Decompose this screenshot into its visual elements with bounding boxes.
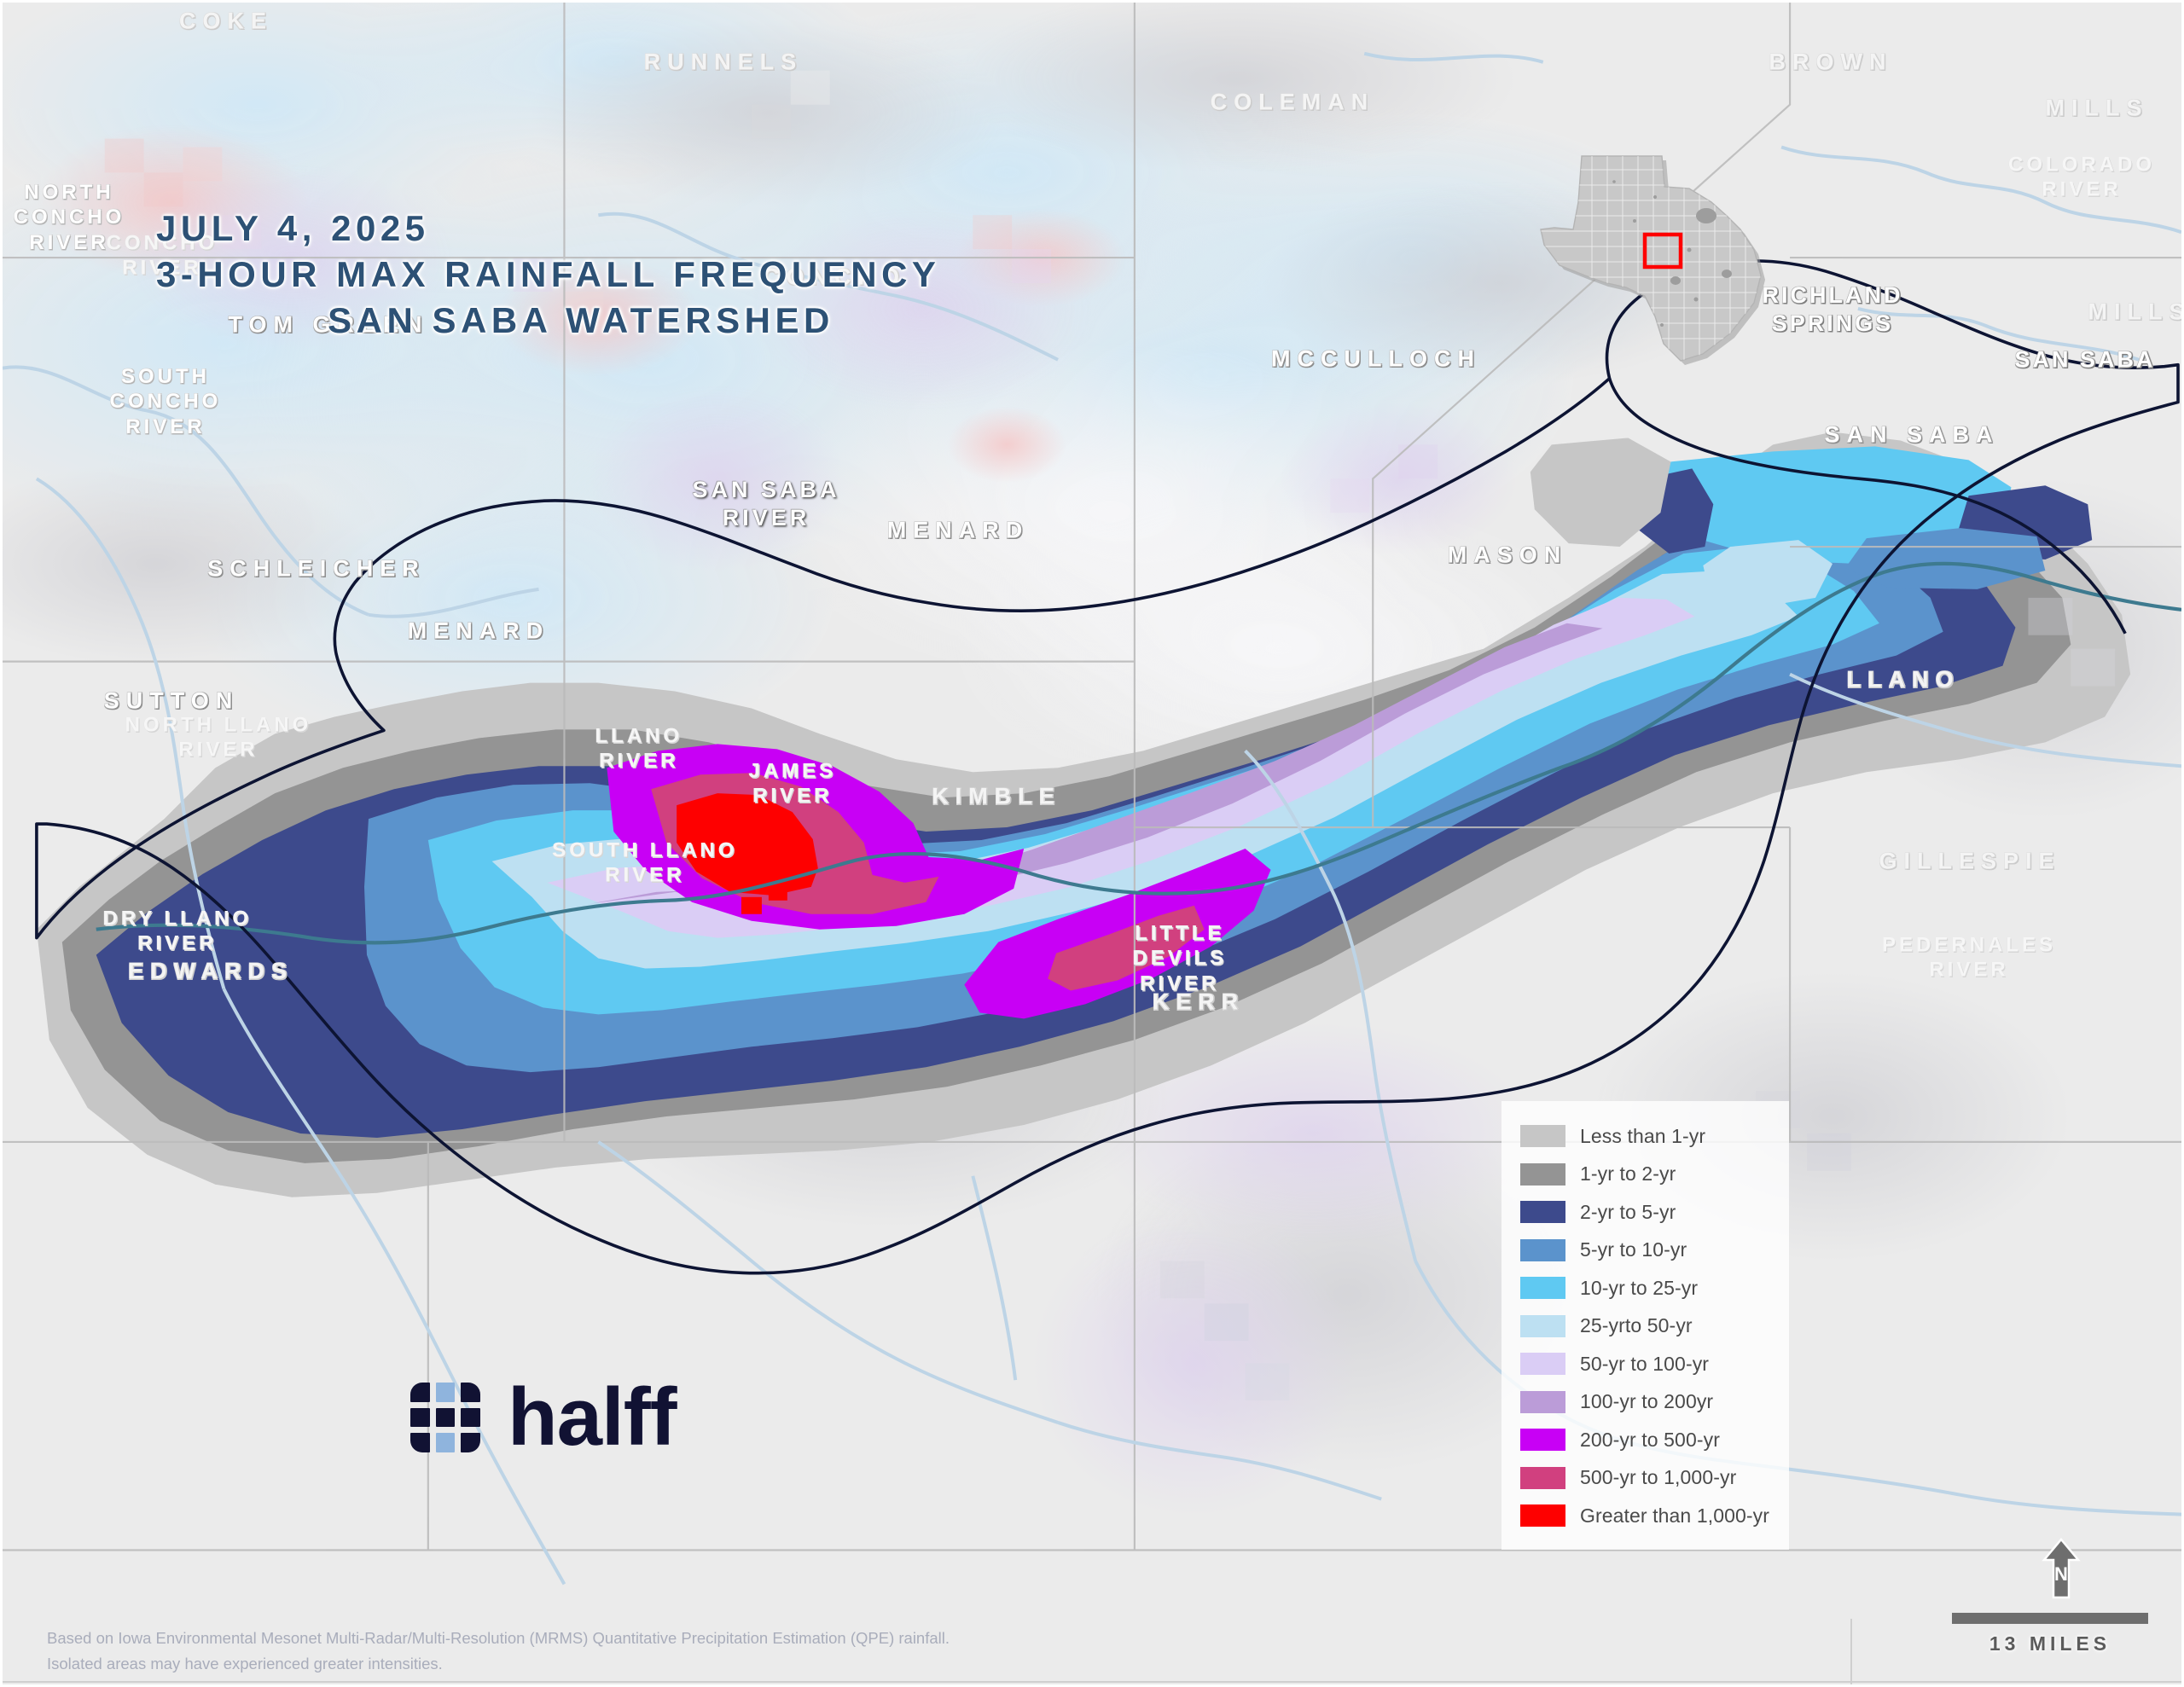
- logo-cell-6: [461, 1407, 480, 1428]
- legend-row[interactable]: 200-yr to 500-yr: [1520, 1421, 1775, 1459]
- study-area-highlight-box: [1642, 232, 1683, 270]
- legend-swatch: [1520, 1390, 1565, 1413]
- legend-label: 50-yr to 100-yr: [1580, 1352, 1710, 1375]
- logo-cell-8: [435, 1433, 456, 1452]
- legend-rows: Less than 1-yr 1-yr to 2-yr 2-yr to 5-yr 5-…: [1520, 1117, 1775, 1535]
- legend-label: 2-yr to 5-yr: [1580, 1200, 1676, 1223]
- legend-row[interactable]: 100-yr to 200yr: [1520, 1383, 1775, 1422]
- texas-inset-svg: [1540, 155, 1765, 365]
- scale-bar-graphic: [1952, 1613, 2148, 1624]
- legend-label: Greater than 1,000-yr: [1580, 1504, 1769, 1527]
- band-100to200yr: [590, 623, 1603, 904]
- legend-label: 200-yr to 500-yr: [1580, 1428, 1720, 1451]
- logo-cell-9: [461, 1433, 480, 1452]
- logo-cell-5: [435, 1407, 456, 1428]
- logo-cell-4: [410, 1407, 430, 1428]
- texas-state-shape: [1540, 155, 1762, 362]
- legend-swatch: [1520, 1201, 1565, 1224]
- legend-row[interactable]: 10-yr to 25-yr: [1520, 1269, 1775, 1307]
- texas-locator-inset[interactable]: [1525, 120, 1773, 368]
- legend-swatch: [1520, 1429, 1565, 1452]
- halff-logo[interactable]: halff: [410, 1371, 677, 1463]
- san-saba-river-main-stem: [96, 561, 2181, 945]
- band-gt1000yr: [677, 793, 818, 914]
- legend-row[interactable]: 5-yr to 10-yr: [1520, 1232, 1775, 1270]
- legend-label: 500-yr to 1,000-yr: [1580, 1466, 1737, 1489]
- legend-label: 1-yr to 2-yr: [1580, 1162, 1676, 1186]
- north-arrow-letter: N: [2054, 1563, 2068, 1585]
- legend-swatch: [1520, 1125, 1565, 1148]
- source-footnote: Based on Iowa Environmental Mesonet Mult…: [47, 1626, 1156, 1677]
- legend-swatch: [1520, 1162, 1565, 1186]
- legend-label: 10-yr to 25-yr: [1580, 1276, 1699, 1299]
- logo-cell-7: [410, 1433, 430, 1452]
- legend-swatch: [1520, 1277, 1565, 1300]
- texas-urban-speckles: [1612, 180, 1732, 327]
- legend-label: 5-yr to 10-yr: [1580, 1238, 1687, 1261]
- legend-row[interactable]: 500-yr to 1,000-yr: [1520, 1459, 1775, 1498]
- legend-row[interactable]: 1-yr to 2-yr: [1520, 1156, 1775, 1194]
- legend-swatch: [1520, 1314, 1565, 1337]
- san-saba-watershed-boundary: [35, 259, 2180, 1275]
- legend-swatch: [1520, 1353, 1565, 1376]
- footer-vertical-rule: [1850, 1619, 1852, 1684]
- footnote-line-1: Based on Iowa Environmental Mesonet Mult…: [47, 1629, 950, 1647]
- legend-swatch: [1520, 1466, 1565, 1489]
- halff-logo-mark: [410, 1383, 480, 1452]
- north-arrow-svg: N: [2042, 1538, 2081, 1599]
- legend-row[interactable]: 2-yr to 5-yr: [1520, 1193, 1775, 1232]
- halff-wordmark: halff: [508, 1371, 677, 1463]
- scale-bar-group: 13 MILES: [1952, 1613, 2148, 1655]
- north-arrow: N: [2042, 1538, 2081, 1601]
- rainfall-frequency-raster: [3, 3, 2181, 1684]
- logo-cell-2: [435, 1383, 456, 1402]
- legend-label: 100-yr to 200yr: [1580, 1390, 1714, 1413]
- legend-swatch: [1520, 1238, 1565, 1261]
- legend-row[interactable]: Less than 1-yr: [1520, 1117, 1775, 1156]
- bottom-frame-rule: [3, 1681, 2181, 1683]
- legend-swatch: [1520, 1504, 1565, 1528]
- legend-row[interactable]: Greater than 1,000-yr: [1520, 1497, 1775, 1535]
- river-network: [3, 51, 2181, 1586]
- county-boundary-lines: [3, 3, 2181, 1551]
- logo-cell-3: [461, 1383, 480, 1402]
- legend-label: Less than 1-yr: [1580, 1124, 1706, 1147]
- map-vector-overlay: [3, 3, 2181, 1586]
- legend-label: 25-yrto 50-yr: [1580, 1314, 1693, 1337]
- logo-cell-1: [410, 1383, 430, 1402]
- raster-pixel-texture: [104, 70, 2116, 1401]
- legend-row[interactable]: 25-yrto 50-yr: [1520, 1307, 1775, 1346]
- footnote-line-2: Isolated areas may have experienced grea…: [47, 1654, 443, 1673]
- legend-row[interactable]: 50-yr to 100-yr: [1520, 1345, 1775, 1383]
- map-canvas[interactable]: COKE RUNNELS COLEMAN BROWN MILLS MILLS CONCHO T…: [3, 3, 2181, 1684]
- scale-bar-label: 13 MILES: [1989, 1632, 2111, 1655]
- north-arrow-glyph: [2042, 1538, 2081, 1599]
- legend-panel[interactable]: Less than 1-yr 1-yr to 2-yr 2-yr to 5-yr 5-…: [1502, 1101, 1789, 1550]
- band-richland-springs: [1530, 438, 2093, 608]
